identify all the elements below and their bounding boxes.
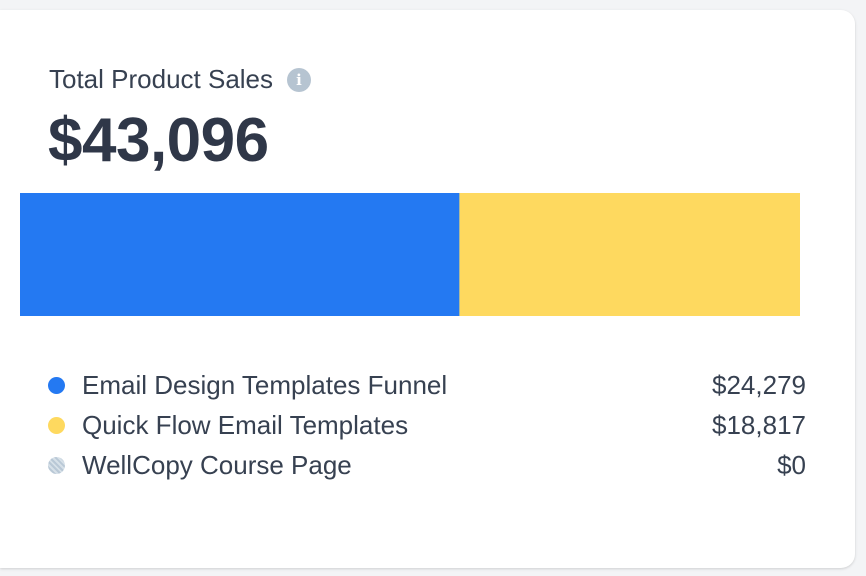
legend-label: Quick Flow Email Templates [82,409,409,440]
legend-label: WellCopy Course Page [82,449,352,480]
stacked-bar-chart [20,193,800,316]
bar-segment-quick-flow-email-templates[interactable] [459,193,800,316]
legend-value: $24,279 [712,369,806,400]
bar-segment-email-design-templates-funnel[interactable] [20,193,460,316]
info-icon[interactable]: i [287,67,312,92]
legend-value: $0 [777,449,806,480]
legend-value: $18,817 [712,409,806,440]
card-title: Total Product Sales [49,64,274,94]
legend-dot-icon [48,456,65,474]
legend-dot-icon [48,376,65,394]
legend-label: Email Design Templates Funnel [82,369,448,400]
legend-item: Email Design Templates Funnel $24,279 [48,365,806,405]
card-header: Total Product Sales i [49,64,312,95]
chart-legend: Email Design Templates Funnel $24,279 Qu… [48,365,806,485]
legend-item: Quick Flow Email Templates $18,817 [48,405,806,445]
product-sales-card: Total Product Sales i $43,096 Email Desi… [0,10,855,568]
legend-item: WellCopy Course Page $0 [48,445,806,485]
legend-dot-icon [48,416,65,434]
total-sales-value: $43,096 [48,106,269,175]
